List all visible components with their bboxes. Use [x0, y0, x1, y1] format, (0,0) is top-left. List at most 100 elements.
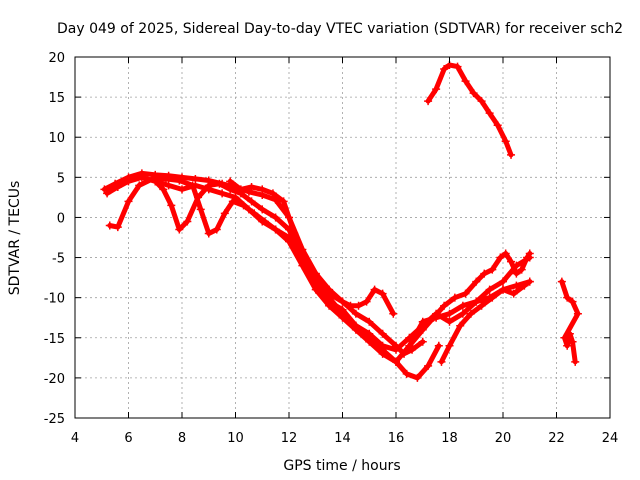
- y-tick-label: -10: [44, 292, 65, 307]
- x-tick-label: 18: [441, 431, 458, 446]
- data-point: [472, 277, 481, 286]
- data-point: [560, 333, 569, 342]
- data-point: [338, 297, 347, 306]
- data-point: [175, 176, 184, 185]
- data-point: [499, 277, 507, 286]
- data-point: [507, 257, 516, 266]
- data-point: [405, 341, 414, 350]
- data-point: [501, 137, 510, 146]
- data-point: [525, 277, 534, 286]
- data-point: [378, 349, 387, 358]
- series-arc-9: [557, 277, 582, 366]
- data-point: [196, 205, 205, 214]
- data-point: [258, 217, 267, 226]
- data-point: [488, 265, 497, 274]
- data-point: [258, 205, 267, 214]
- data-point: [453, 62, 462, 71]
- data-point: [226, 185, 235, 194]
- data-point: [365, 337, 374, 346]
- series-arc-5: [226, 177, 398, 318]
- data-point: [159, 185, 168, 194]
- data-point: [501, 249, 510, 258]
- data-point: [432, 85, 441, 94]
- data-point: [517, 265, 526, 274]
- data-point: [226, 177, 235, 186]
- data-point: [568, 297, 577, 306]
- grid-lines: [75, 57, 610, 418]
- data-point: [271, 213, 280, 222]
- y-tick-label: -5: [52, 252, 65, 267]
- data-point: [362, 297, 371, 306]
- data-point: [247, 182, 256, 191]
- data-point: [365, 329, 374, 338]
- x-axis-label: GPS time / hours: [283, 458, 400, 474]
- data-point: [220, 209, 229, 218]
- data-point: [507, 150, 516, 159]
- series-line: [425, 62, 514, 158]
- data-point: [472, 297, 481, 306]
- y-tick-label: -20: [44, 372, 65, 387]
- axis-ticks: 4 6 8 10 12 14 16 18 20 22 24 -25 -20 -15 -10 -5 0 5 10 15 2…: [44, 51, 619, 446]
- x-tick-label: 12: [281, 431, 298, 446]
- data-point: [456, 321, 465, 330]
- data-point: [429, 313, 438, 322]
- data-point: [402, 369, 411, 378]
- data-point: [466, 309, 475, 318]
- data-point: [499, 285, 507, 294]
- data-point: [392, 357, 400, 366]
- data-point: [204, 229, 213, 238]
- data-point: [215, 179, 224, 188]
- data-point: [378, 329, 387, 338]
- data-point: [285, 233, 293, 242]
- data-point: [525, 249, 534, 258]
- data-point: [440, 301, 449, 310]
- data-point: [325, 289, 334, 298]
- data-point: [496, 253, 505, 262]
- series-arc-6: [405, 249, 534, 350]
- data-point: [338, 313, 347, 322]
- data-series: [100, 61, 582, 382]
- data-point: [378, 341, 387, 350]
- data-point: [338, 305, 347, 314]
- data-point: [413, 373, 422, 382]
- data-point: [563, 341, 572, 350]
- data-point: [424, 361, 433, 370]
- x-tick-label: 20: [495, 431, 512, 446]
- y-tick-label: -15: [44, 332, 65, 347]
- data-point: [458, 309, 467, 318]
- data-point: [571, 357, 580, 366]
- series-arc-7: [437, 277, 534, 366]
- data-point: [351, 309, 360, 318]
- series-line: [104, 174, 442, 381]
- data-point: [290, 229, 299, 238]
- data-point: [389, 309, 398, 318]
- data-point: [191, 181, 200, 190]
- data-point: [480, 269, 489, 278]
- data-point: [565, 329, 574, 338]
- data-point: [493, 121, 502, 130]
- x-tick-label: 16: [388, 431, 405, 446]
- data-point: [485, 109, 494, 118]
- y-tick-label: 0: [57, 211, 65, 226]
- data-point: [212, 225, 221, 234]
- data-point: [178, 185, 186, 194]
- data-point: [244, 205, 253, 214]
- data-point: [418, 325, 427, 334]
- data-point: [231, 193, 240, 202]
- data-point: [325, 297, 334, 306]
- data-point: [477, 97, 486, 106]
- data-point: [124, 197, 133, 206]
- data-point: [418, 337, 427, 346]
- data-point: [445, 309, 454, 318]
- data-point: [351, 321, 360, 330]
- data-point: [135, 181, 144, 190]
- y-tick-label: 20: [48, 51, 65, 66]
- data-point: [512, 281, 521, 290]
- data-point: [137, 173, 146, 182]
- y-tick-label: 10: [48, 131, 65, 146]
- x-tick-label: 14: [334, 431, 351, 446]
- data-point: [247, 197, 256, 206]
- data-point: [258, 185, 267, 194]
- data-point: [113, 182, 122, 191]
- data-point: [354, 301, 363, 310]
